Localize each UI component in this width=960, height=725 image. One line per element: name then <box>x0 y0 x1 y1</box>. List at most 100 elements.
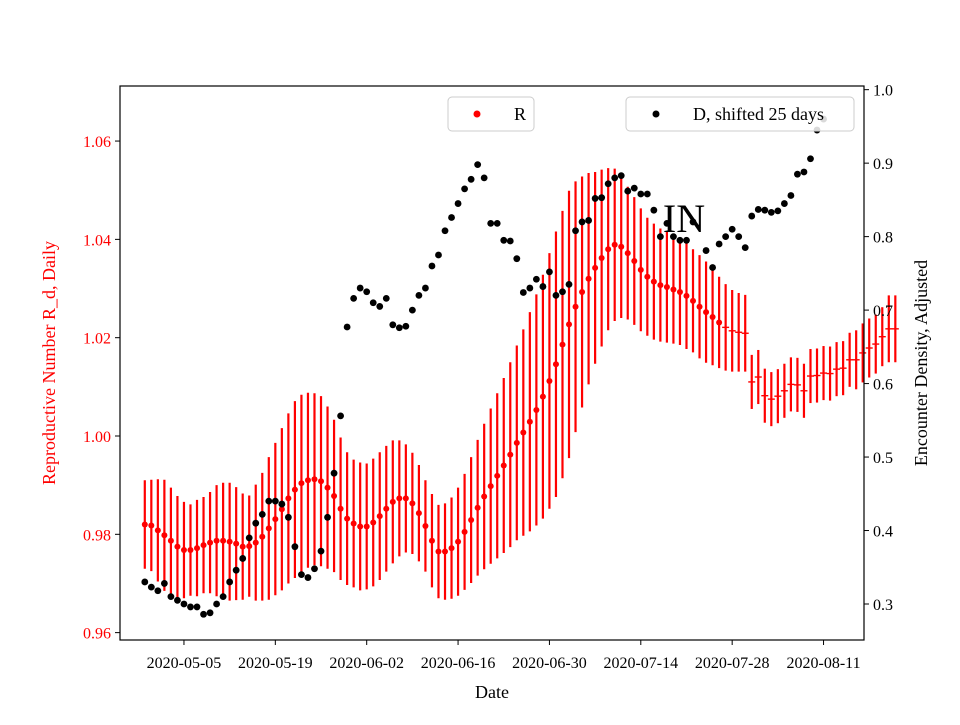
y-left-tick-label: 0.98 <box>83 527 111 544</box>
r-point <box>409 500 416 507</box>
d-point <box>800 168 808 176</box>
legend-r-label: R <box>514 104 526 124</box>
d-point <box>448 214 455 221</box>
r-point <box>474 504 481 511</box>
r-point <box>598 255 605 262</box>
d-point <box>435 251 442 259</box>
r-point <box>716 319 723 326</box>
r-point <box>383 505 390 512</box>
r-point <box>709 314 716 321</box>
d-point <box>213 600 220 608</box>
d-point <box>382 294 390 302</box>
d-point <box>284 513 292 521</box>
r-point <box>141 521 148 528</box>
d-point <box>572 227 579 235</box>
d-point <box>160 580 168 587</box>
d-point <box>519 289 527 296</box>
d-point <box>735 233 743 241</box>
d-point <box>506 237 514 245</box>
r-point <box>370 519 377 526</box>
y-left-tick-label: 1.06 <box>83 134 111 151</box>
d-point <box>761 206 769 214</box>
d-point <box>232 566 240 574</box>
legend-r: R <box>447 96 535 132</box>
r-point <box>350 520 357 527</box>
d-point <box>467 175 475 183</box>
r-point <box>259 533 266 540</box>
r-point <box>161 532 168 539</box>
y-right-tick-label: 0.3 <box>873 597 893 614</box>
d-point <box>559 288 566 296</box>
r-point <box>324 484 331 491</box>
d-point <box>578 218 586 226</box>
d-point <box>441 227 449 235</box>
d-point <box>552 292 560 299</box>
r-point <box>194 545 201 552</box>
d-point <box>298 571 305 579</box>
r-point <box>396 495 403 502</box>
r-point <box>318 478 325 485</box>
r-point <box>631 257 638 264</box>
y-left-tick-label: 0.96 <box>83 626 111 643</box>
y-axis-label-left: Reproductive Number R_d, Daily <box>39 241 59 485</box>
d-point <box>226 578 234 586</box>
r-point <box>357 523 364 530</box>
d-point <box>807 155 814 163</box>
y-left-tick-label: 1.04 <box>83 232 111 249</box>
r-point <box>572 303 579 310</box>
r-point <box>344 515 351 522</box>
x-tick-label: 2020-06-02 <box>329 655 404 672</box>
y-right-tick-label: 1.0 <box>873 83 893 100</box>
r-point <box>265 525 272 532</box>
r-point <box>592 264 599 271</box>
x-tick-label: 2020-08-11 <box>787 655 861 672</box>
d-point <box>356 284 364 292</box>
r-point <box>337 505 344 512</box>
d-point <box>715 240 723 248</box>
d-point <box>767 208 775 216</box>
d-point <box>291 543 299 551</box>
d-point <box>461 185 468 193</box>
r-point <box>187 547 194 554</box>
d-point <box>480 174 488 182</box>
r-point <box>154 527 161 534</box>
d-point <box>591 195 599 202</box>
d-point <box>324 513 331 521</box>
d-point <box>252 519 260 527</box>
r-point <box>376 513 383 520</box>
d-point <box>271 497 279 505</box>
r-point <box>239 543 246 550</box>
d-point <box>624 187 632 195</box>
r-point <box>513 439 520 446</box>
d-point <box>493 219 501 227</box>
d-point <box>415 292 423 299</box>
x-tick-label: 2020-06-16 <box>421 655 496 672</box>
d-point <box>637 190 645 198</box>
r-point <box>507 451 514 458</box>
r-point <box>148 522 155 529</box>
d-point <box>193 603 201 611</box>
d-point <box>532 275 540 283</box>
r-point <box>233 540 240 547</box>
r-point <box>650 278 657 285</box>
r-point <box>389 498 396 505</box>
y-right-tick-label: 0.6 <box>873 377 893 394</box>
d-point <box>598 194 606 202</box>
d-point <box>304 574 312 581</box>
d-point <box>500 236 508 244</box>
r-point <box>291 486 298 493</box>
r-series-group <box>141 168 899 601</box>
r-point <box>167 537 174 544</box>
r-point <box>611 241 618 248</box>
y-left-tick-label: 1.02 <box>83 331 111 348</box>
r-point <box>331 492 338 499</box>
r-point <box>683 292 690 299</box>
r-point <box>663 284 670 291</box>
plot-frame <box>119 85 865 641</box>
legend-r-marker <box>473 110 481 118</box>
d-point <box>265 497 273 505</box>
d-point <box>604 180 612 188</box>
d-point <box>317 547 325 555</box>
legend-d-marker <box>652 110 660 118</box>
